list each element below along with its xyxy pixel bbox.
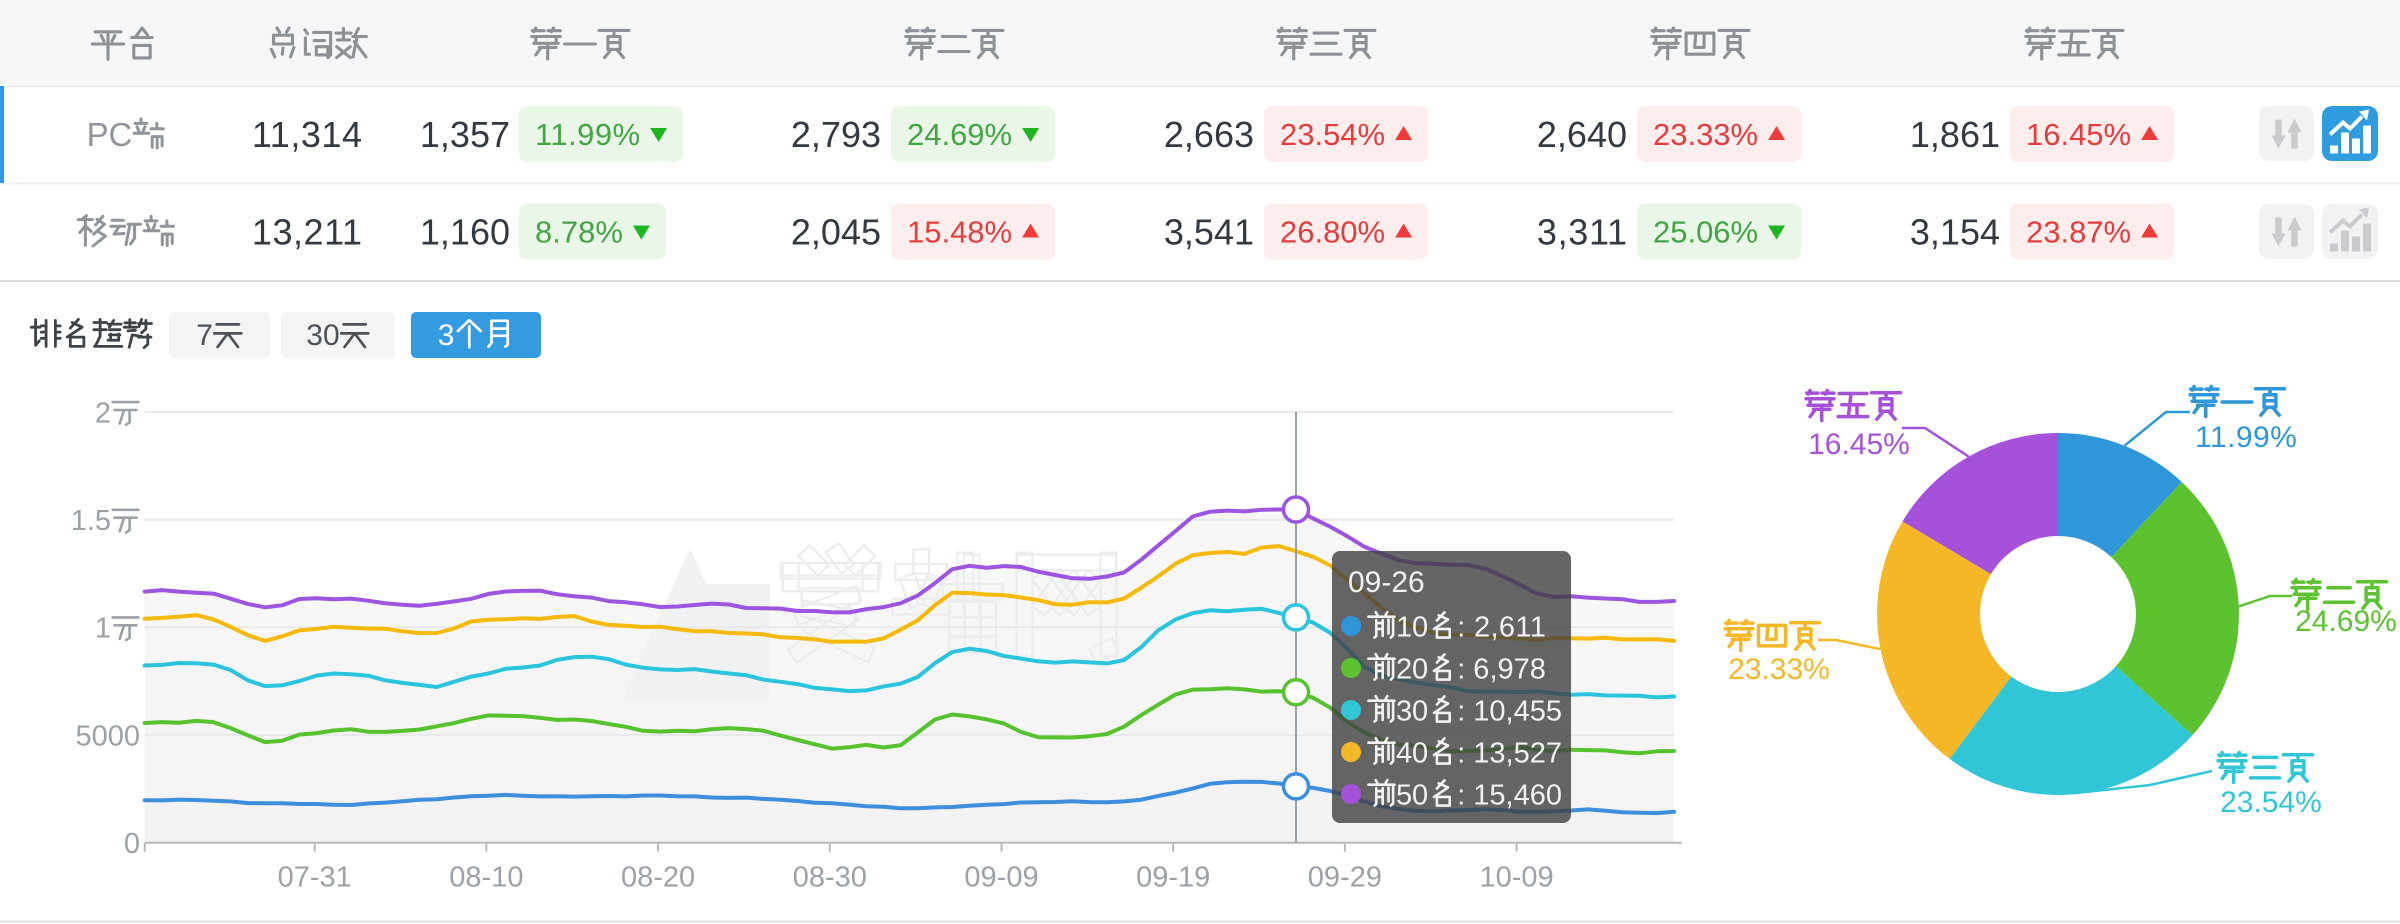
svg-text:PC: PC [87,116,133,153]
svg-text:09-29: 09-29 [1308,861,1382,893]
svg-text:3,541: 3,541 [1164,212,1254,253]
svg-text:1: 1 [95,613,111,645]
svg-text:: 15,460: : 15,460 [1457,779,1562,811]
svg-text:25.06%: 25.06% [1653,215,1758,250]
svg-text:23.54%: 23.54% [2220,786,2322,819]
svg-text:30: 30 [1396,695,1428,727]
svg-text:07-31: 07-31 [278,861,352,893]
svg-text:23.87%: 23.87% [2026,215,2131,250]
svg-text:5000: 5000 [76,720,141,752]
svg-text:2,640: 2,640 [1537,114,1627,155]
svg-text:50: 50 [1396,779,1428,811]
svg-text:8.78%: 8.78% [535,215,623,250]
svg-text:09-09: 09-09 [964,861,1038,893]
svg-text:3,154: 3,154 [1910,212,2000,253]
svg-text:11.99%: 11.99% [535,117,640,152]
svg-text:24.69%: 24.69% [907,117,1012,152]
svg-text:: 13,527: : 13,527 [1457,737,1562,769]
svg-text:20: 20 [1396,653,1428,685]
svg-text:1,160: 1,160 [420,212,510,253]
svg-text:: 6,978: : 6,978 [1457,653,1546,685]
svg-text:: 10,455: : 10,455 [1457,695,1562,727]
svg-text:2,663: 2,663 [1164,114,1254,155]
svg-text:10-09: 10-09 [1480,861,1554,893]
svg-text:30: 30 [306,319,339,352]
svg-text:23.33%: 23.33% [1728,653,1830,686]
svg-text:26.80%: 26.80% [1280,215,1385,250]
svg-text:24.69%: 24.69% [2295,605,2397,638]
svg-text:11,314: 11,314 [252,114,362,155]
svg-text:11.99%: 11.99% [2195,421,2297,454]
svg-text:09-26: 09-26 [1348,566,1425,599]
svg-text:40: 40 [1396,737,1428,769]
svg-text:23.33%: 23.33% [1653,117,1758,152]
svg-text:08-30: 08-30 [793,861,867,893]
svg-text:2,793: 2,793 [791,114,881,155]
svg-text:15.48%: 15.48% [907,215,1012,250]
svg-text:1,861: 1,861 [1910,114,2000,155]
svg-text:7: 7 [196,319,213,352]
svg-text:2: 2 [95,397,111,429]
svg-text:13,211: 13,211 [252,212,362,253]
svg-text:10: 10 [1396,611,1428,643]
svg-text:: 2,611: : 2,611 [1457,611,1546,643]
svg-text:08-20: 08-20 [621,861,695,893]
svg-text:09-19: 09-19 [1136,861,1210,893]
svg-text:08-10: 08-10 [449,861,523,893]
svg-text:16.45%: 16.45% [2026,117,2131,152]
svg-text:0: 0 [124,828,140,860]
svg-text:16.45%: 16.45% [1808,428,1910,461]
svg-text:1,357: 1,357 [420,114,510,155]
svg-text:23.54%: 23.54% [1280,117,1385,152]
svg-text:2,045: 2,045 [791,212,881,253]
svg-text:1.5: 1.5 [71,505,111,537]
svg-text:3,311: 3,311 [1537,212,1627,253]
svg-text:3: 3 [438,319,455,352]
